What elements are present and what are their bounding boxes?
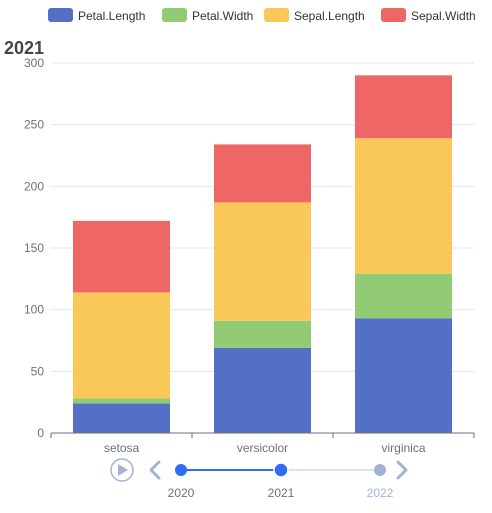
- bar-virginica-petal-width[interactable]: [355, 273, 452, 319]
- bar-setosa-sepal-width[interactable]: [73, 220, 170, 293]
- y-tick-label: 100: [24, 303, 44, 317]
- y-tick-label: 150: [24, 241, 44, 255]
- legend-item-petal-width[interactable]: Petal.Width: [162, 8, 253, 23]
- timeline-point-2020[interactable]: [175, 464, 187, 476]
- bar-setosa-sepal-length[interactable]: [73, 292, 170, 399]
- bar-versicolor-sepal-width[interactable]: [214, 144, 311, 203]
- y-tick-label: 300: [24, 56, 44, 70]
- legend-label: Sepal.Length: [294, 9, 365, 23]
- timeline-point-2022[interactable]: [374, 464, 386, 476]
- x-tick-label: versicolor: [237, 441, 288, 455]
- play-icon: [110, 458, 134, 482]
- timeline-label: 2021: [268, 486, 295, 500]
- timeline: 2020 2021 2022: [110, 458, 408, 500]
- legend-swatch: [264, 8, 289, 22]
- timeline-label: 2022: [367, 486, 394, 500]
- y-tick-label: 50: [31, 364, 45, 378]
- bar-setosa-petal-length[interactable]: [73, 403, 170, 433]
- bar-versicolor-petal-width[interactable]: [214, 320, 311, 348]
- bar-virginica-sepal-length[interactable]: [355, 138, 452, 274]
- legend-item-petal-length[interactable]: Petal.Length: [48, 8, 145, 23]
- legend-item-sepal-width[interactable]: Sepal.Width: [381, 8, 476, 23]
- legend-label: Petal.Width: [192, 9, 253, 23]
- timeline-point-2021[interactable]: [273, 462, 289, 478]
- legend-item-sepal-length[interactable]: Sepal.Length: [264, 8, 365, 23]
- chart-title: 2021: [4, 38, 44, 58]
- play-triangle: [118, 464, 128, 476]
- bar-virginica-petal-length[interactable]: [355, 318, 452, 433]
- play-button[interactable]: [110, 458, 134, 482]
- y-tick-label: 0: [37, 426, 44, 440]
- axes: 0 50 100 150 200 250 300 setosa versicolor virgin…: [24, 56, 475, 455]
- legend-swatch: [48, 8, 73, 22]
- legend-swatch: [381, 8, 406, 22]
- legend-label: Sepal.Width: [411, 9, 476, 23]
- chevron-left-icon[interactable]: [149, 460, 161, 480]
- chevron-right-icon[interactable]: [396, 460, 408, 480]
- legend: Petal.Length Petal.Width Sepal.Length Sepal…: [48, 8, 476, 23]
- x-tick-label: setosa: [104, 441, 140, 455]
- legend-swatch: [162, 8, 187, 22]
- y-tick-label: 250: [24, 118, 44, 132]
- bar-versicolor-sepal-length[interactable]: [214, 202, 311, 321]
- y-tick-label: 200: [24, 179, 44, 193]
- bar-versicolor-petal-length[interactable]: [214, 347, 311, 433]
- x-tick-label: virginica: [381, 441, 425, 455]
- bars: [73, 75, 452, 433]
- bar-virginica-sepal-width[interactable]: [355, 75, 452, 139]
- legend-label: Petal.Length: [78, 9, 145, 23]
- timeline-label: 2020: [168, 486, 195, 500]
- bar-setosa-petal-width[interactable]: [73, 398, 170, 404]
